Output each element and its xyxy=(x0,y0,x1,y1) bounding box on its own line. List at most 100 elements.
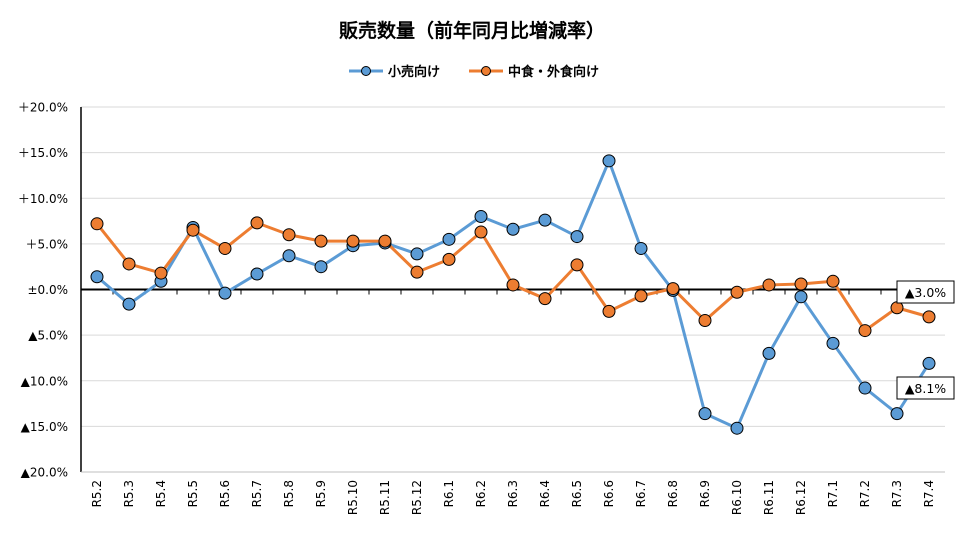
x-tick-label: R5.7 xyxy=(250,480,264,507)
x-tick-label: R5.12 xyxy=(410,480,424,515)
annotation-label: ▲8.1% xyxy=(905,381,946,396)
annotation-label: ▲3.0% xyxy=(905,285,946,300)
x-tick-label: R7.2 xyxy=(858,480,872,507)
x-tick-label: R5.8 xyxy=(282,480,296,507)
y-tick-label: ＋10.0% xyxy=(18,192,68,206)
data-point xyxy=(602,154,616,168)
data-point xyxy=(250,216,264,230)
data-point xyxy=(314,260,328,274)
data-point xyxy=(922,356,936,370)
y-tick-label: ▲20.0% xyxy=(21,466,68,480)
x-tick-label: R5.3 xyxy=(122,480,136,507)
x-tick-label: R6.2 xyxy=(474,480,488,507)
data-point xyxy=(90,217,104,231)
data-point xyxy=(442,252,456,266)
x-tick-label: R5.5 xyxy=(186,480,200,507)
data-point xyxy=(474,225,488,239)
x-tick-label: R5.6 xyxy=(218,480,232,507)
data-point xyxy=(186,223,200,237)
legend-marker-retail xyxy=(361,66,371,76)
x-tick-label: R6.8 xyxy=(666,480,680,507)
data-point xyxy=(730,421,744,435)
annotation-box xyxy=(896,280,955,304)
data-point xyxy=(282,249,296,263)
data-point xyxy=(410,247,424,261)
x-tick-label: R5.2 xyxy=(90,480,104,507)
data-point xyxy=(602,304,616,318)
y-tick-label: ＋20.0% xyxy=(18,101,68,115)
y-tick-label: ▲15.0% xyxy=(21,420,68,434)
data-point xyxy=(506,278,520,292)
x-tick-label: R7.1 xyxy=(826,480,840,507)
data-point xyxy=(762,346,776,360)
data-point xyxy=(218,241,232,255)
x-tick-label: R5.10 xyxy=(346,480,360,515)
x-tick-label: R5.9 xyxy=(314,480,328,507)
data-point xyxy=(826,336,840,350)
data-point xyxy=(922,310,936,324)
x-tick-label: R5.4 xyxy=(154,480,168,507)
x-tick-label: R7.4 xyxy=(922,480,936,507)
data-point xyxy=(314,234,328,248)
legend-marker-foodservice xyxy=(481,66,491,76)
data-point xyxy=(122,297,136,311)
data-point xyxy=(442,232,456,246)
data-point xyxy=(890,301,904,315)
x-tick-label: R6.7 xyxy=(634,480,648,507)
x-tick-label: R6.3 xyxy=(506,480,520,507)
data-point xyxy=(634,241,648,255)
y-tick-label: ＋5.0% xyxy=(26,237,69,251)
data-point xyxy=(90,270,104,284)
data-point xyxy=(282,228,296,242)
legend-label-foodservice: 中食・外食向け xyxy=(508,64,599,80)
data-point xyxy=(570,230,584,244)
data-point xyxy=(858,324,872,338)
axes: ＋20.0% ＋15.0% ＋10.0% ＋5.0% ±0.0% ▲5.0% ▲10.0% ▲… xyxy=(18,101,946,515)
x-tick-label: R5.11 xyxy=(378,480,392,515)
x-tick-label: R6.9 xyxy=(698,480,712,507)
data-point xyxy=(570,258,584,272)
data-point xyxy=(154,266,168,280)
x-tick-label: R7.3 xyxy=(890,480,904,507)
annotations: ▲3.0% ▲8.1% xyxy=(896,280,955,400)
data-point xyxy=(346,234,360,248)
data-point xyxy=(538,292,552,306)
data-point xyxy=(410,265,424,279)
annotation-box xyxy=(896,376,955,400)
x-tick-label: R6.1 xyxy=(442,480,456,507)
data-point xyxy=(698,314,712,328)
data-point xyxy=(794,277,808,291)
data-point xyxy=(474,210,488,223)
data-point xyxy=(794,290,808,304)
x-tick-label: R6.4 xyxy=(538,480,552,507)
series xyxy=(90,154,936,435)
x-tick-label: R6.6 xyxy=(602,480,616,507)
y-tick-label: ＋15.0% xyxy=(18,146,68,160)
data-point xyxy=(634,289,648,303)
chart-title: 販売数量（前年同月比増減率） xyxy=(339,19,605,42)
legend-label-retail: 小売向け xyxy=(388,64,440,80)
data-point xyxy=(890,407,904,421)
data-point xyxy=(730,285,744,299)
data-point xyxy=(666,282,680,296)
data-point xyxy=(250,267,264,281)
data-point xyxy=(826,274,840,288)
data-point xyxy=(378,234,392,248)
data-point xyxy=(762,278,776,292)
data-point xyxy=(698,407,712,421)
data-point xyxy=(538,213,552,227)
x-tick-label: R6.5 xyxy=(570,480,584,507)
legend-item-foodservice: 中食・外食向け xyxy=(469,64,599,80)
y-tick-label: ±0.0% xyxy=(27,283,68,297)
data-point xyxy=(506,222,520,236)
x-tick-label: R6.11 xyxy=(762,480,776,515)
data-point xyxy=(858,381,872,395)
x-tick-label: R6.10 xyxy=(730,480,744,515)
data-point xyxy=(122,257,136,271)
y-tick-label: ▲5.0% xyxy=(28,329,68,343)
series-line-1 xyxy=(95,221,930,333)
y-tick-label: ▲10.0% xyxy=(21,374,68,388)
x-tick-label: R6.12 xyxy=(794,480,808,515)
